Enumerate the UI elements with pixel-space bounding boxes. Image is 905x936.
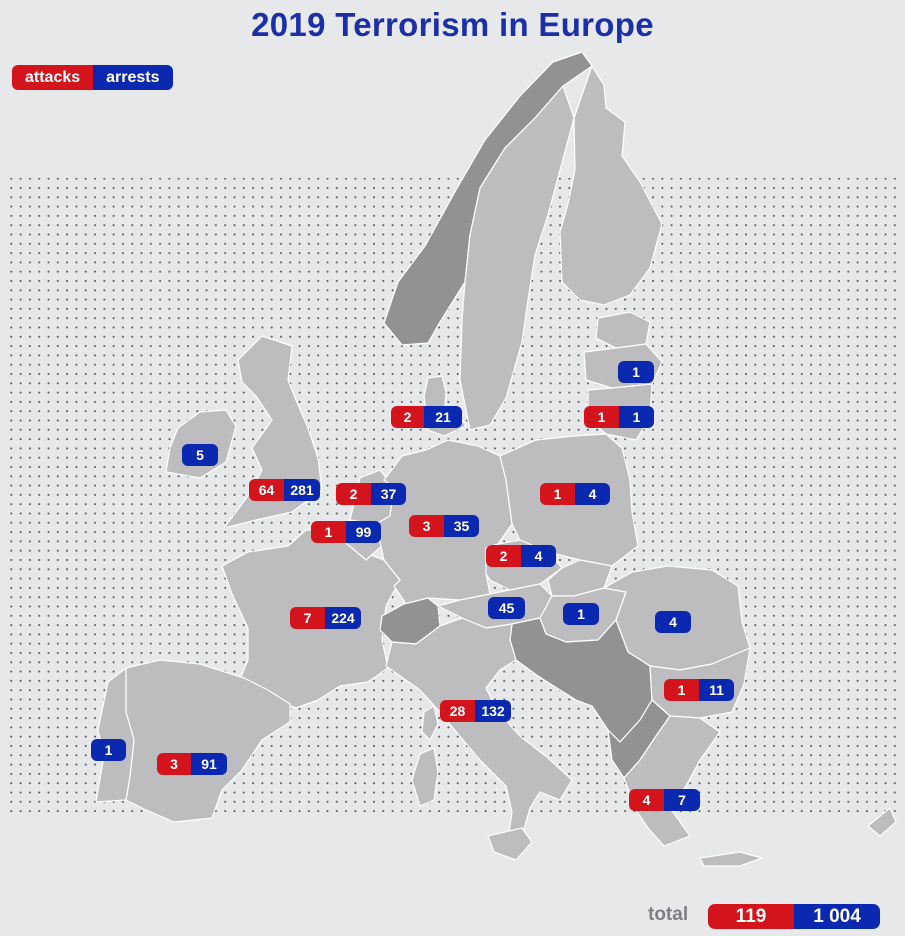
arrests-value: 45 <box>488 597 525 619</box>
arrests-value: 1 <box>91 739 126 761</box>
arrests-value: 21 <box>424 406 462 428</box>
badge-lithuania: 1 1 <box>584 406 654 428</box>
sweden-shape <box>459 85 575 431</box>
legend: attacks arrests <box>12 65 173 90</box>
attacks-value: 28 <box>440 700 475 722</box>
arrests-value: 35 <box>444 515 479 537</box>
attacks-value: 1 <box>584 406 619 428</box>
italy-shape <box>385 617 573 841</box>
badge-portugal: 1 <box>91 739 126 761</box>
total-attacks: 119 <box>708 904 794 929</box>
arrests-value: 4 <box>655 611 691 633</box>
attacks-value: 7 <box>290 607 325 629</box>
badge-poland: 1 4 <box>540 483 610 505</box>
attacks-value: 1 <box>540 483 575 505</box>
badge-greece: 4 7 <box>629 789 700 811</box>
arrests-value: 91 <box>191 753 227 775</box>
badge-ireland: 5 <box>182 444 218 466</box>
attacks-value: 3 <box>157 753 191 775</box>
arrests-value: 5 <box>182 444 218 466</box>
sardinia-shape <box>411 747 439 807</box>
badge-spain: 3 91 <box>157 753 227 775</box>
sicily-shape <box>487 827 533 861</box>
arrests-value: 1 <box>619 406 654 428</box>
badge-germany: 3 35 <box>409 515 479 537</box>
badge-france: 7 224 <box>290 607 361 629</box>
attacks-value: 2 <box>336 483 371 505</box>
badge-hungary: 1 <box>563 603 599 625</box>
badge-netherlands: 2 37 <box>336 483 406 505</box>
greece-shape <box>623 715 721 847</box>
arrests-value: 4 <box>575 483 610 505</box>
arrests-value: 37 <box>371 483 406 505</box>
badge-latvia: 1 <box>618 361 654 383</box>
legend-attacks: attacks <box>12 65 94 90</box>
arrests-value: 281 <box>284 479 320 501</box>
attacks-value: 64 <box>249 479 284 501</box>
badge-denmark: 2 21 <box>391 406 462 428</box>
total-arrests: 1 004 <box>794 904 880 929</box>
badge-bulgaria: 1 11 <box>664 679 734 701</box>
arrests-value: 7 <box>664 789 700 811</box>
badge-romania: 4 <box>655 611 691 633</box>
legend-arrests: arrests <box>93 65 173 90</box>
attacks-value: 3 <box>409 515 444 537</box>
arrests-value: 1 <box>618 361 654 383</box>
total-badge: 119 1 004 <box>708 904 880 929</box>
attacks-value: 1 <box>664 679 699 701</box>
attacks-value: 4 <box>629 789 664 811</box>
arrests-value: 4 <box>521 545 556 567</box>
arrests-value: 224 <box>325 607 361 629</box>
crete-shape <box>699 851 763 867</box>
finland-shape <box>559 65 663 306</box>
total-label: total <box>648 904 689 925</box>
turkey-tip-shape <box>867 807 897 837</box>
page-title: 2019 Terrorism in Europe <box>251 6 654 43</box>
badge-belgium: 1 99 <box>311 521 381 543</box>
badge-czechia: 2 4 <box>486 545 556 567</box>
badge-austria: 45 <box>488 597 525 619</box>
attacks-value: 2 <box>486 545 521 567</box>
estonia-shape <box>595 311 651 349</box>
arrests-value: 99 <box>346 521 381 543</box>
badge-united-kingdom: 64 281 <box>249 479 320 501</box>
corsica-shape <box>421 705 439 741</box>
badge-italy: 28 132 <box>440 700 511 722</box>
attacks-value: 1 <box>311 521 346 543</box>
arrests-value: 1 <box>563 603 599 625</box>
attacks-value: 2 <box>391 406 424 428</box>
arrests-value: 132 <box>475 700 511 722</box>
arrests-value: 11 <box>699 679 734 701</box>
